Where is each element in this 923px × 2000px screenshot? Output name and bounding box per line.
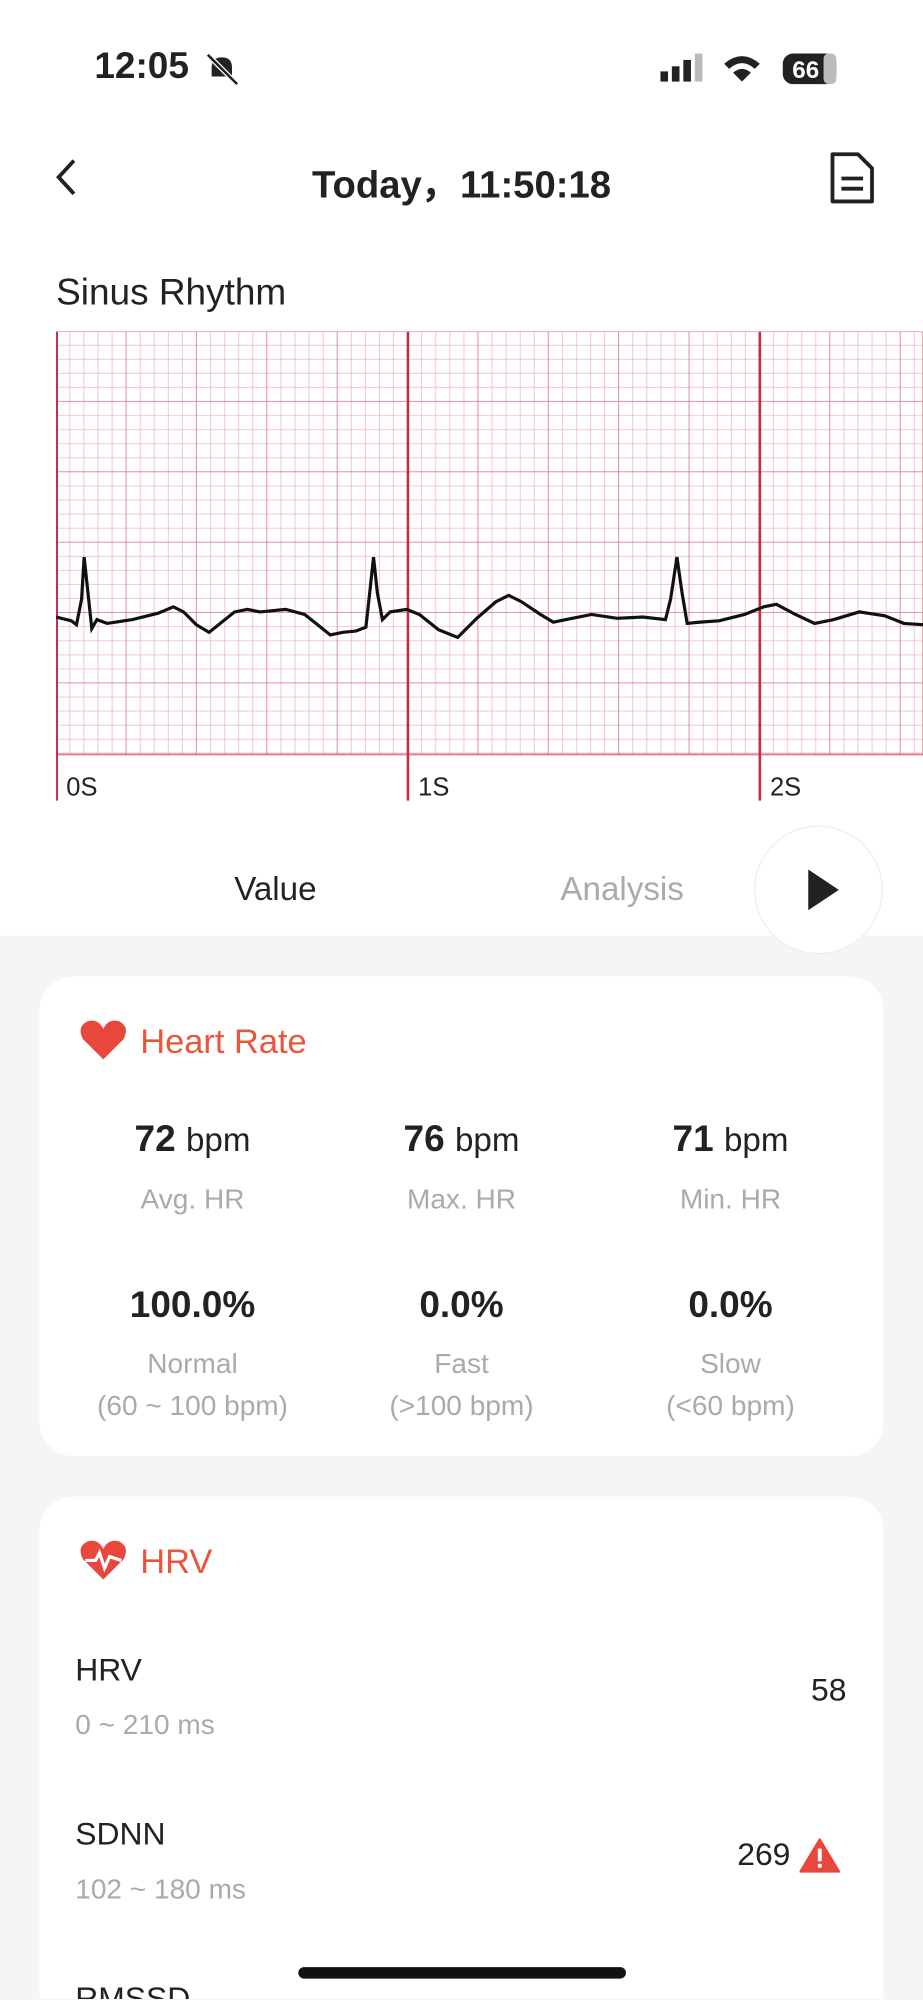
time-label: 2S [770,774,801,802]
hrv-icon [80,1540,126,1580]
zone-range: (60 ~ 100 bpm) [97,1389,288,1422]
back-button[interactable] [51,156,82,199]
stat-value: 76 [403,1119,445,1161]
report-button[interactable] [826,150,877,206]
card-title: HRV [140,1542,213,1581]
stat-unit: bpm [454,1120,520,1159]
zone-value: 0.0% [419,1285,504,1326]
hrv-value: 269 [737,1837,791,1873]
stat-value: 72 bpm [52,1119,332,1161]
zone-value: 0.0% [688,1285,773,1326]
heart-rate-card: Heart Rate [39,976,884,1456]
time-label: 0S [66,774,97,802]
time-label: 1S [418,774,449,802]
stat-value: 76 bpm [321,1119,601,1161]
page-title: Today，11:50:18 [311,164,612,207]
hrv-name: RMSSD [75,1981,190,1999]
stat-unit: bpm [723,1120,789,1159]
stat-value: 71 [672,1119,714,1161]
hrv-value: 58 [811,1672,847,1709]
zone-label: Normal [147,1347,238,1380]
hrv-name: SDNN [75,1816,166,1853]
stat-unit: bpm [185,1120,251,1159]
stat-label: Min. HR [679,1183,782,1215]
zone-range: (<60 bpm) [666,1389,795,1422]
zone-range: (>100 bpm) [389,1389,534,1422]
hrv-card: HRV [39,1496,884,1999]
hrv-range: 102 ~ 180 ms [75,1872,246,1905]
tab-value[interactable]: Value [234,869,317,908]
ecg-label: Sinus Rhythm [56,272,287,314]
stat-value: 72 [134,1119,176,1161]
time: 12:05 [94,45,189,87]
stat-label: Avg. HR [140,1183,245,1215]
stat-label: Max. HR [406,1183,517,1215]
status-icons: 66 [660,53,837,85]
warning-icon [799,1838,841,1873]
zone-value: 100.0% [129,1285,256,1326]
zone-label: Fast [434,1347,489,1380]
zone-label: Slow [700,1347,761,1380]
home-indicator [298,1967,626,1979]
card-title: Heart Rate [140,1022,307,1061]
battery: 66 [792,57,819,84]
mute-icon [205,53,239,86]
ecg-chart: 0S 1S 2S [56,331,923,802]
hrv-name: HRV [75,1652,142,1688]
stat-value: 71 bpm [590,1119,870,1161]
tab-analysis[interactable]: Analysis [560,869,684,908]
heart-icon [80,1020,126,1060]
play-button[interactable] [752,824,885,957]
hrv-range: 0 ~ 210 ms [75,1708,215,1741]
